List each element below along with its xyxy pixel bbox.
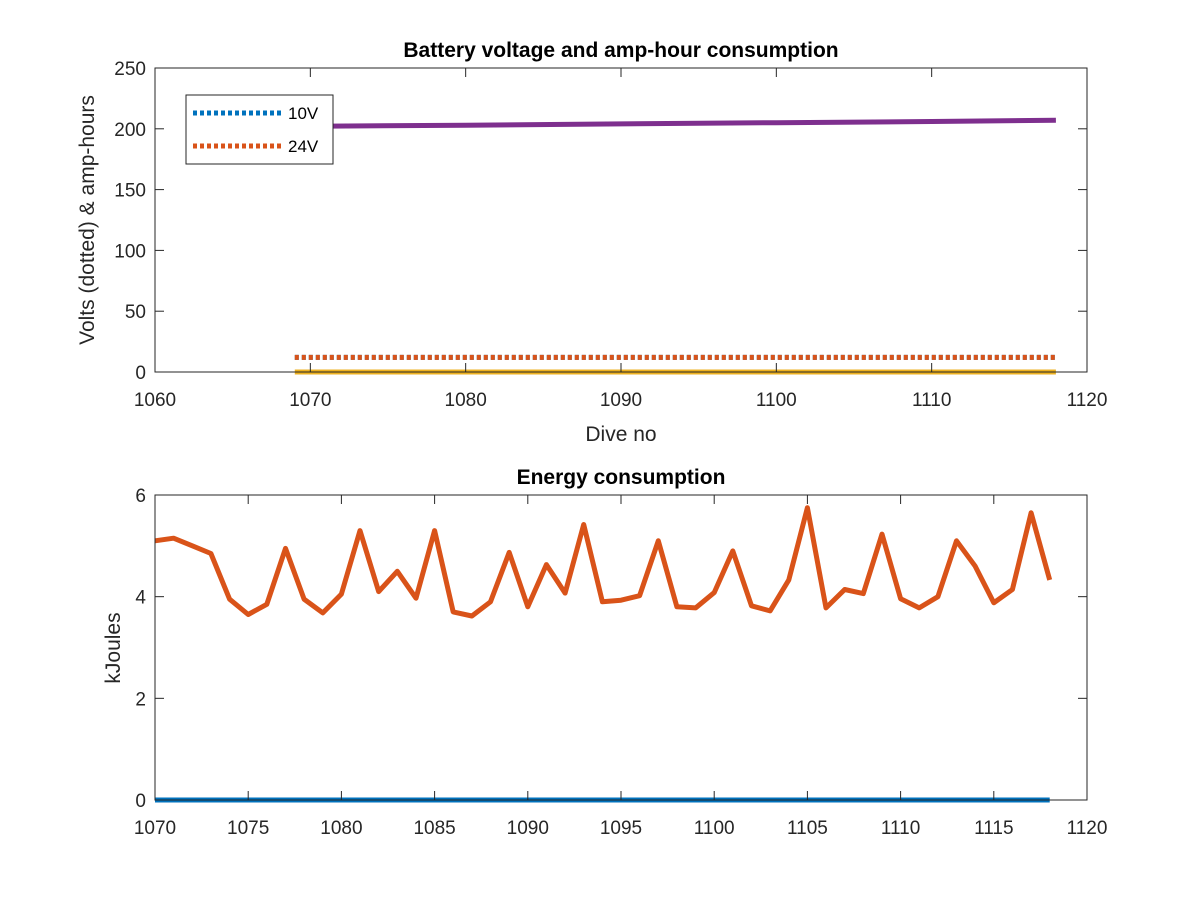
battery-y-axis-label: Volts (dotted) & amp-hours: [76, 95, 99, 345]
battery-y-tick-label: 0: [135, 363, 146, 384]
energy-y-axis-label: kJoules: [102, 612, 125, 683]
legend-box: [185, 94, 334, 165]
energy-y-tick-label: 0: [135, 791, 146, 812]
battery-x-axis-label: Dive no: [585, 423, 656, 446]
battery-tick-group: 1060 1070 1080 1090 1100 1110 1120 0 50 100 150 200…: [114, 59, 1107, 411]
energy-x-tick-label: 1070: [134, 818, 176, 839]
battery-y-tick-label: 250: [114, 59, 146, 80]
energy-x-tick-label: 1085: [413, 818, 455, 839]
legend-label-24v: 24V: [288, 137, 319, 156]
battery-x-tick-label: 1100: [756, 390, 797, 411]
battery-chart-title: Battery voltage and amp-hour consumption: [403, 39, 838, 62]
battery-x-tick-label: 1110: [912, 390, 951, 411]
energy-tick-group: 1070 1075 1080 1085 1090 1095 1100 1105 1110 1115…: [134, 486, 1108, 839]
energy-x-tick-label: 1110: [881, 818, 920, 839]
battery-legend: 10V 24V: [185, 94, 334, 165]
energy-series-line-1: [154, 505, 1053, 619]
battery-y-tick-label: 100: [114, 241, 146, 262]
battery-y-tick-label: 200: [114, 120, 146, 141]
energy-chart-title: Energy consumption: [517, 466, 726, 489]
energy-x-tick-label: 1090: [507, 818, 549, 839]
energy-x-tick-label: 1105: [787, 818, 828, 839]
battery-x-tick-label: 1060: [134, 390, 176, 411]
energy-x-tick-label: 1075: [227, 818, 269, 839]
energy-y-tick-label: 6: [135, 486, 146, 507]
energy-x-tick-label: 1120: [1067, 818, 1108, 839]
battery-series-line-2: [294, 117, 1056, 129]
battery-x-tick-label: 1090: [600, 390, 642, 411]
legend-label-10v: 10V: [288, 104, 319, 123]
battery-x-tick-label: 1070: [289, 390, 331, 411]
energy-consumption-axes: 1070 1075 1080 1085 1090 1095 1100 1105 1110 1115…: [102, 466, 1107, 839]
energy-y-tick-label: 2: [135, 689, 146, 710]
battery-y-tick-label: 150: [114, 181, 146, 202]
battery-x-tick-label: 1120: [1067, 390, 1108, 411]
battery-x-tick-label: 1080: [445, 390, 487, 411]
energy-x-tick-label: 1080: [320, 818, 362, 839]
battery-voltage-axes: 1060 1070 1080 1090 1100 1110 1120 0 50 100 150 200…: [76, 39, 1107, 446]
energy-plot-area: [155, 495, 1087, 800]
energy-x-tick-label: 1095: [600, 818, 642, 839]
energy-x-tick-label: 1115: [974, 818, 1013, 839]
energy-x-tick-label: 1100: [694, 818, 735, 839]
battery-y-tick-label: 50: [125, 302, 146, 323]
energy-y-tick-label: 4: [135, 588, 146, 609]
